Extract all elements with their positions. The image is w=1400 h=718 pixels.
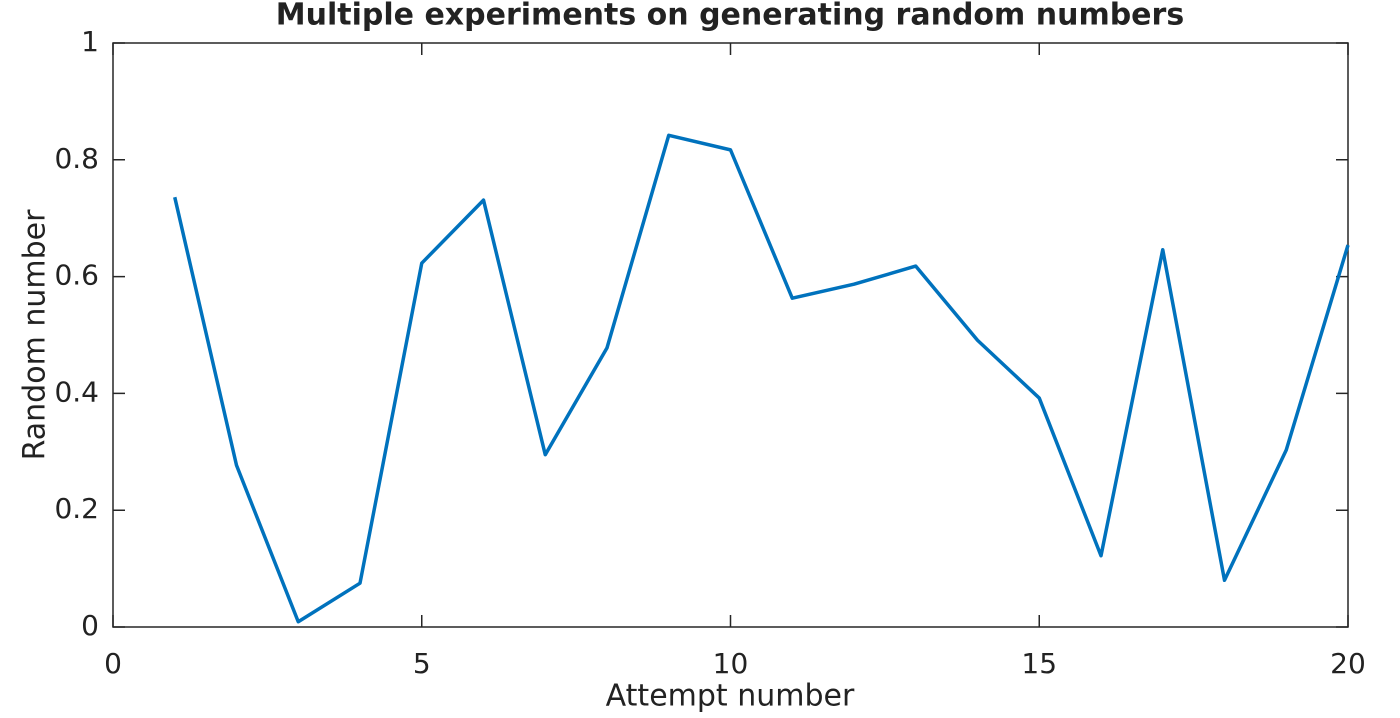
x-tick-label: 10 [713,647,749,680]
y-tick-label: 1 [81,25,99,58]
chart-title: Multiple experiments on generating rando… [276,0,1184,33]
x-axis-label: Attempt number [606,679,855,714]
y-tick-label: 0.2 [54,492,99,525]
y-tick-label: 0 [81,609,99,642]
x-tick-label: 20 [1330,647,1366,680]
y-axis-label: Random number [18,209,53,460]
line [173,133,1350,624]
y-tick-label: 0.6 [54,259,99,292]
x-tick-label: 15 [1021,647,1057,680]
y-tick-label: 0.4 [54,375,99,408]
x-tick-label: 0 [104,647,122,680]
x-tick-label: 5 [413,647,431,680]
y-tick-label: 0.8 [54,142,99,175]
